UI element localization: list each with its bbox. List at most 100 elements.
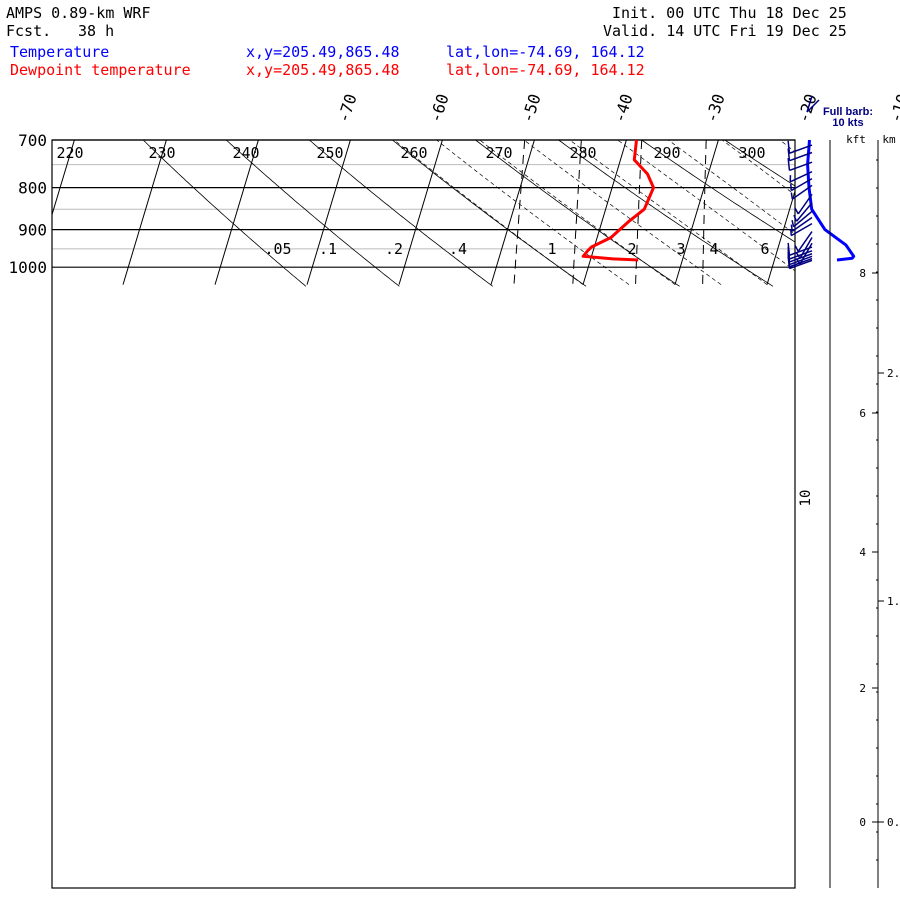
moist-adiabat (617, 140, 795, 272)
kft-label: kft (846, 133, 866, 146)
mixing-ratio-label: .2 (385, 240, 403, 258)
chart-profiles (581, 139, 856, 262)
mixing-ratio-label: 3 (676, 240, 685, 258)
temperature-tick-label: -30 (702, 92, 729, 125)
mixing-ratio-label: .4 (449, 240, 467, 258)
dry-adiabat (225, 140, 400, 287)
isotherm (766, 189, 795, 285)
wind-barb (790, 216, 813, 232)
km-tick-label: 2. (887, 367, 900, 380)
km-tick-label: 1. (887, 595, 900, 608)
mixing-ratio-label: 1 (547, 240, 556, 258)
theta-label: 230 (148, 144, 175, 162)
legend-temperature: Temperature (10, 43, 110, 61)
moist-adiabat (436, 140, 630, 285)
mixing-ratio-label: .05 (264, 240, 291, 258)
pressure-label: 900 (18, 221, 47, 240)
temperature-tick-label: -50 (518, 92, 545, 125)
kft-tick-label: 4 (859, 546, 866, 559)
wind-barb (790, 222, 813, 237)
wind-barb (794, 193, 813, 215)
wind-barb (790, 184, 813, 200)
moist-adiabat (841, 140, 900, 285)
mixing-ratio-label: 2 (627, 240, 636, 258)
theta-label: 270 (485, 144, 512, 162)
theta-label: 260 (400, 144, 427, 162)
profile-line-temperature (806, 139, 856, 262)
chart-grid (51, 139, 900, 889)
mixing-ratio-label: .1 (319, 240, 337, 258)
dry-adiabat (558, 140, 774, 287)
temperature-tick-label: -10 (886, 92, 900, 125)
isotherm (490, 140, 535, 285)
barb-legend-icon (806, 95, 820, 113)
model-title: AMPS 0.89-km WRF (6, 4, 151, 22)
isotherm (306, 140, 351, 285)
mixing-ratio-line (513, 140, 526, 287)
mixing-ratio-line (874, 140, 878, 286)
wind-barb (787, 148, 813, 162)
pressure-label: 700 (18, 131, 47, 150)
pressure-label: 800 (18, 179, 47, 198)
theta-label: 240 (232, 144, 259, 162)
dry-adiabat (724, 140, 795, 187)
wind-barb (787, 140, 813, 154)
isotherm (582, 140, 627, 285)
km-tick-label: 0. (887, 816, 900, 829)
temperature-tick-label: -70 (334, 92, 361, 125)
dry-adiabat (891, 140, 900, 286)
mixing-ratio-line (572, 140, 582, 287)
dry-adiabat (142, 140, 307, 287)
pressure-label: 1000 (8, 258, 47, 277)
wind-barb (793, 202, 813, 222)
dry-adiabat (808, 140, 900, 286)
dry-adiabat (641, 140, 795, 243)
mixing-ratio-label: 6 (760, 240, 769, 258)
wind-barb (794, 231, 813, 252)
dry-adiabat (475, 140, 680, 287)
theta-label: 250 (316, 144, 343, 162)
temperature-tick-label: -40 (610, 92, 637, 125)
kft-tick-label: 2 (859, 682, 866, 695)
kft-tick-label: 0 (859, 816, 866, 829)
moist-adiabat (479, 140, 676, 285)
theta-label: 300 (738, 144, 765, 162)
theta-label: 280 (569, 144, 596, 162)
moist-adiabat (667, 140, 795, 235)
wind-barb (790, 177, 813, 192)
isotherm (674, 140, 719, 285)
kft-tick-label: 8 (859, 267, 866, 280)
isotherm (398, 140, 443, 285)
km-label: km (882, 133, 896, 146)
plot-area (52, 140, 900, 287)
wind-barbs: 10 Full barb:10 kts (787, 95, 873, 507)
legend-dewpoint: Dewpoint temperature (10, 61, 191, 79)
forecast-hours: 38 h (78, 22, 115, 40)
isotherm (52, 140, 75, 217)
temperature-tick-label: -60 (426, 92, 453, 125)
barb-note: Full barb: (823, 106, 873, 118)
isotherm (859, 140, 900, 285)
moist-adiabat (393, 140, 584, 285)
mixing-ratio-line (635, 140, 643, 287)
wind-barb (787, 158, 813, 172)
dry-adiabat (309, 140, 493, 287)
mixing-ratio-line (702, 140, 707, 287)
moist-adiabat (569, 140, 768, 285)
speed-label: 10 (798, 490, 814, 507)
valid-time: Valid. 14 UTC Fri 19 Dec 25 (603, 22, 847, 40)
isotherm (214, 140, 259, 285)
wind-barb (787, 256, 813, 270)
wind-barb (791, 210, 813, 228)
barb-note-speed: 10 kts (832, 117, 863, 129)
mixing-ratio-label: 4 (709, 240, 718, 258)
height-axis: kft km 8 6 4 2 0 2. 1. 0. (829, 133, 900, 888)
plot-border (51, 139, 796, 889)
temperature-xy: x,y=205.49,865.48 (246, 43, 400, 61)
forecast-label: Fcst. (6, 22, 52, 40)
profile-line-dewpoint (581, 139, 655, 262)
theta-label: 290 (653, 144, 680, 162)
kft-tick-label: 6 (859, 407, 866, 420)
temperature-latlon: lat,lon=-74.69, 164.12 (446, 43, 645, 61)
dewpoint-latlon: lat,lon=-74.69, 164.12 (446, 61, 645, 79)
